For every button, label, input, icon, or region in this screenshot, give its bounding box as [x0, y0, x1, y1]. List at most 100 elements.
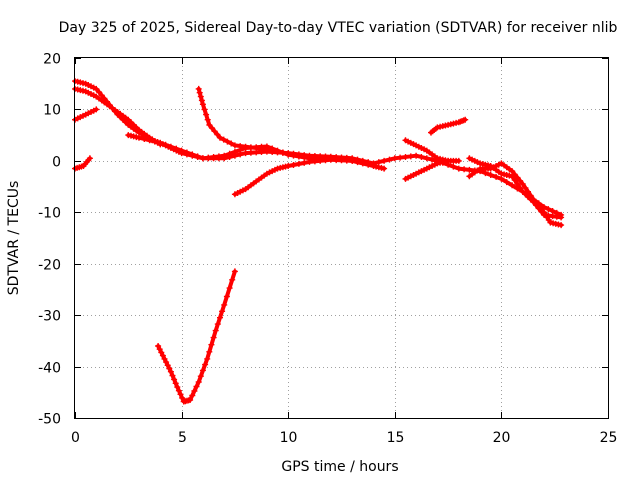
series-arc-1 [72, 78, 565, 218]
data-point [226, 285, 233, 292]
data-point [196, 89, 203, 96]
axis-ticks: 0 5 10 15 20 25 -50 -40 -30 -20 -10 0 10 20 [38, 52, 617, 447]
y-tick-label: -40 [38, 361, 61, 377]
data-point [381, 157, 388, 164]
data-point [535, 205, 542, 212]
data-point [206, 121, 213, 128]
data-point [197, 93, 204, 100]
data-point [229, 276, 236, 283]
data-point [156, 346, 163, 353]
x-tick-label: 5 [178, 430, 187, 446]
data-point [522, 184, 529, 191]
data-point [279, 149, 286, 156]
data-point [219, 308, 226, 315]
data-point [322, 157, 329, 164]
data-point [211, 128, 218, 135]
data-point [194, 153, 201, 160]
data-point [285, 150, 292, 157]
data-point [429, 156, 436, 163]
y-tick-label: -20 [38, 258, 61, 274]
data-point [210, 334, 217, 341]
data-point [141, 136, 148, 142]
data-point [274, 148, 281, 155]
data-point [455, 165, 462, 172]
series-arc-4 [72, 155, 93, 172]
data-point [545, 206, 552, 213]
data-point [224, 138, 231, 145]
data-point [290, 151, 297, 158]
data-point [418, 154, 425, 160]
data-point [86, 155, 93, 162]
series-arc-7 [231, 156, 388, 198]
data-point [146, 137, 153, 144]
data-point [295, 152, 302, 159]
x-tick-label: 10 [280, 430, 298, 446]
data-point [285, 163, 292, 169]
data-point [317, 157, 324, 164]
data-point [204, 355, 211, 362]
data-point [171, 376, 178, 383]
data-point [193, 383, 200, 390]
data-point [163, 359, 170, 366]
plot-frame [74, 57, 609, 419]
data-point [498, 175, 505, 182]
data-point [187, 397, 194, 403]
data-point [558, 214, 565, 221]
data-point [157, 139, 164, 146]
data-point [151, 138, 158, 145]
data-point [164, 362, 171, 369]
data-point [253, 145, 260, 151]
series-line [73, 79, 564, 217]
data-point [242, 150, 249, 157]
data-point [493, 173, 500, 180]
data-point [503, 179, 510, 186]
data-point [215, 153, 222, 160]
data-point [205, 154, 212, 161]
data-point [301, 159, 308, 166]
data-point [203, 111, 210, 118]
data-point [183, 149, 190, 156]
data-point [173, 145, 180, 152]
data-point [397, 154, 404, 161]
data-point [93, 106, 100, 113]
data-point [167, 143, 174, 150]
data-point [214, 321, 221, 328]
data-point [466, 166, 473, 173]
x-tick-label: 0 [71, 430, 80, 446]
data-point [175, 387, 182, 394]
data-point [247, 149, 254, 156]
data-point [204, 116, 211, 123]
data-point [172, 380, 179, 387]
data-point [413, 152, 420, 159]
data-point [538, 208, 545, 215]
data-point [198, 97, 205, 104]
series-arc-10 [428, 116, 469, 136]
data-point [221, 152, 228, 159]
y-tick-label: 0 [52, 155, 61, 171]
data-point [343, 157, 350, 164]
data-point [191, 388, 198, 394]
data-point [96, 89, 102, 96]
data-point [179, 394, 186, 401]
data-point [354, 159, 361, 166]
data-point [177, 391, 184, 398]
data-point [517, 184, 524, 191]
data-point [217, 134, 223, 141]
data-point [509, 182, 516, 189]
data-point [169, 372, 176, 379]
x-axis-label: GPS time / hours [281, 459, 398, 475]
data-point [217, 314, 223, 321]
data-point [290, 162, 297, 168]
series-arc-6 [195, 85, 324, 162]
data-point [189, 392, 196, 399]
data-point [295, 160, 302, 167]
data-point [136, 134, 142, 141]
data-point [195, 85, 202, 92]
data-point [201, 106, 208, 113]
series-arc-13 [466, 155, 565, 221]
data-point [231, 148, 238, 155]
data-point [162, 141, 169, 148]
data-point [93, 85, 100, 92]
data-point [349, 157, 356, 164]
y-tick-label: -50 [38, 412, 61, 428]
